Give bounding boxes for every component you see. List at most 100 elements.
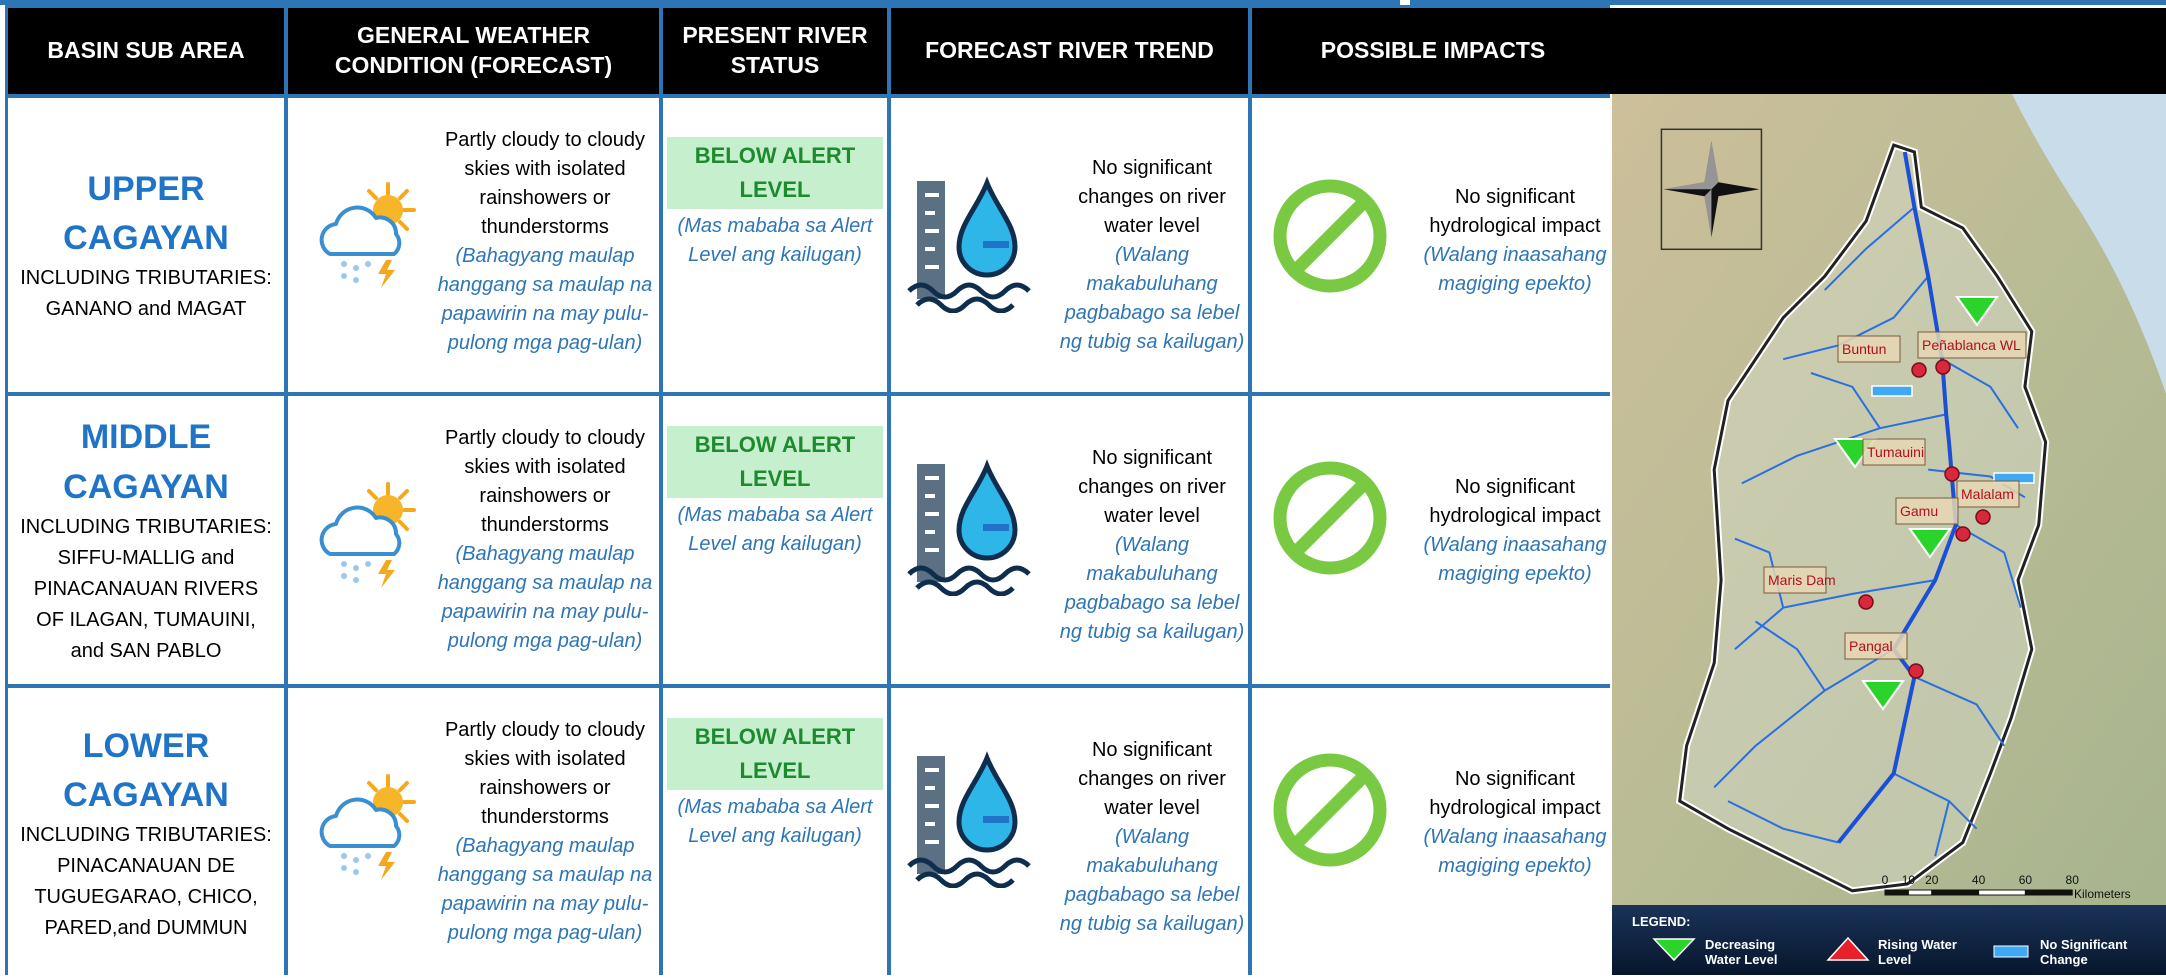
weather-forecast-local: (Bahagyang maulap hanggang sa maulap na …	[436, 540, 654, 656]
impact-text-block: No significant hydrological impact(Walan…	[1420, 473, 1610, 589]
station-label: Buntun	[1842, 341, 1886, 357]
column-header: GENERAL WEATHER CONDITION (FORECAST)	[288, 8, 659, 94]
status-cell: BELOW ALERT LEVEL(Mas mababa sa Alert Le…	[663, 688, 887, 978]
river-status-local: (Mas mababa sa Alert Level ang kailugan)	[669, 212, 881, 270]
trend-icon	[907, 173, 1037, 318]
weather-forecast-local: (Bahagyang maulap hanggang sa maulap na …	[436, 242, 654, 358]
scale-unit: Kilometers	[2074, 887, 2131, 901]
basin-tributaries: INCLUDING TRIBUTARIES: SIFFU-MALLIG and …	[18, 512, 274, 667]
weather-icon-graphic	[308, 768, 428, 888]
station-marker	[1976, 510, 1990, 524]
legend-label: Decreasing Water Level	[1705, 937, 1795, 967]
river-gauge-graphic	[907, 456, 1037, 596]
river-status: BELOW ALERT LEVEL	[667, 137, 883, 209]
trend-icon	[907, 456, 1037, 601]
scale-label: 80	[2066, 873, 2080, 887]
legend-label-wrap: No Significant Change	[2040, 937, 2165, 973]
possible-impact: No significant hydrological impact	[1420, 765, 1610, 823]
basin-area-name: MIDDLE CAGAYAN	[31, 413, 261, 512]
legend-title: LEGEND:	[1632, 914, 1691, 929]
weather-forecast: Partly cloudy to cloudy skies with isola…	[436, 424, 654, 540]
river-status-local: (Mas mababa sa Alert Level ang kailugan)	[669, 501, 881, 559]
station-marker	[1956, 527, 1970, 541]
basin-area-name: UPPER CAGAYAN	[31, 165, 261, 264]
weather-text-block: Partly cloudy to cloudy skies with isola…	[436, 424, 654, 656]
scale-segment	[2025, 890, 2072, 895]
legend-label-wrap: Decreasing Water Level	[1705, 937, 1830, 973]
column-header: FORECAST RIVER TREND	[891, 8, 1248, 94]
impact-cell: No significant hydrological impact(Walan…	[1252, 98, 1614, 392]
impact-text-block: No significant hydrological impact(Walan…	[1420, 765, 1610, 881]
weather-text-block: Partly cloudy to cloudy skies with isola…	[436, 716, 654, 948]
column-header: POSSIBLE IMPACTS	[1252, 8, 1614, 94]
trend-text-block: No significant changes on river water le…	[1059, 444, 1245, 647]
no-impact-graphic	[1270, 458, 1390, 578]
column-header: PRESENT RIVER STATUS	[663, 8, 887, 94]
legend-label: Rising Water Level	[1878, 937, 1968, 967]
basin-tributaries: INCLUDING TRIBUTARIES: PINACANAUAN DE TU…	[18, 820, 274, 944]
impact-cell: No significant hydrological impact(Walan…	[1252, 396, 1614, 684]
scale-segment	[1885, 890, 1908, 895]
river-status: BELOW ALERT LEVEL	[667, 426, 883, 498]
river-status: BELOW ALERT LEVEL	[667, 718, 883, 790]
weather-icon	[308, 176, 428, 301]
no-change-marker	[1872, 386, 1912, 396]
basin-area-cell: UPPER CAGAYANINCLUDING TRIBUTARIES: GANA…	[8, 98, 284, 392]
possible-impact: No significant hydrological impact	[1420, 183, 1610, 241]
trend-cell: No significant changes on river water le…	[891, 396, 1248, 684]
possible-impact-local: (Walang inaasahang magiging epekto)	[1420, 823, 1610, 881]
impact-icon	[1270, 458, 1390, 583]
scale-label: 10	[1902, 873, 1916, 887]
river-trend: No significant changes on river water le…	[1059, 736, 1245, 823]
map-title	[1612, 8, 2166, 94]
weather-icon-graphic	[308, 476, 428, 596]
river-gauge-graphic	[907, 748, 1037, 888]
weather-forecast-local: (Bahagyang maulap hanggang sa maulap na …	[436, 832, 654, 948]
station-marker	[1945, 467, 1959, 481]
station-marker	[1909, 664, 1923, 678]
column-header: BASIN SUB AREA	[8, 8, 284, 94]
river-trend-local: (Walang makabuluhang pagbabago sa lebel …	[1059, 241, 1245, 357]
station-marker	[1912, 363, 1926, 377]
trend-text-block: No significant changes on river water le…	[1059, 736, 1245, 939]
possible-impact: No significant hydrological impact	[1420, 473, 1610, 531]
status-cell: BELOW ALERT LEVEL(Mas mababa sa Alert Le…	[663, 396, 887, 684]
weather-icon	[308, 768, 428, 893]
scale-segment	[1979, 890, 2026, 895]
station-label: Peñablanca WL	[1922, 337, 2021, 353]
trend-icon	[907, 748, 1037, 893]
trend-cell: No significant changes on river water le…	[891, 688, 1248, 978]
basin-area-name: LOWER CAGAYAN	[31, 722, 261, 821]
station-label: Maris Dam	[1768, 572, 1836, 588]
basin-area-cell: MIDDLE CAGAYANINCLUDING TRIBUTARIES: SIF…	[8, 396, 284, 684]
impact-cell: No significant hydrological impact(Walan…	[1252, 688, 1614, 978]
weather-text-block: Partly cloudy to cloudy skies with isola…	[436, 126, 654, 358]
scale-label: 20	[1925, 873, 1939, 887]
legend-label: No Significant Change	[2040, 937, 2165, 967]
weather-icon-graphic	[308, 176, 428, 296]
station-marker	[1936, 360, 1950, 374]
impact-text-block: No significant hydrological impact(Walan…	[1420, 183, 1610, 299]
river-trend-local: (Walang makabuluhang pagbabago sa lebel …	[1059, 823, 1245, 939]
possible-impact-local: (Walang inaasahang magiging epekto)	[1420, 531, 1610, 589]
scale-segment	[1932, 890, 1979, 895]
scale-segment	[1908, 890, 1931, 895]
weather-icon	[308, 476, 428, 601]
weather-forecast: Partly cloudy to cloudy skies with isola…	[436, 716, 654, 832]
legend-label-wrap: Rising Water Level	[1878, 937, 2003, 973]
basin-tributaries: INCLUDING TRIBUTARIES: GANANO and MAGAT	[18, 263, 274, 325]
no-impact-graphic	[1270, 750, 1390, 870]
station-label: Tumauini	[1867, 444, 1924, 460]
river-status-local: (Mas mababa sa Alert Level ang kailugan)	[669, 793, 881, 851]
station-label: Pangal	[1849, 638, 1893, 654]
impact-icon	[1270, 750, 1390, 875]
river-trend: No significant changes on river water le…	[1059, 444, 1245, 531]
weather-forecast: Partly cloudy to cloudy skies with isola…	[436, 126, 654, 242]
scale-label: 0	[1882, 873, 1889, 887]
river-gauge-graphic	[907, 173, 1037, 313]
station-marker	[1859, 595, 1873, 609]
weather-cell: Partly cloudy to cloudy skies with isola…	[288, 396, 659, 684]
impact-icon	[1270, 176, 1390, 301]
